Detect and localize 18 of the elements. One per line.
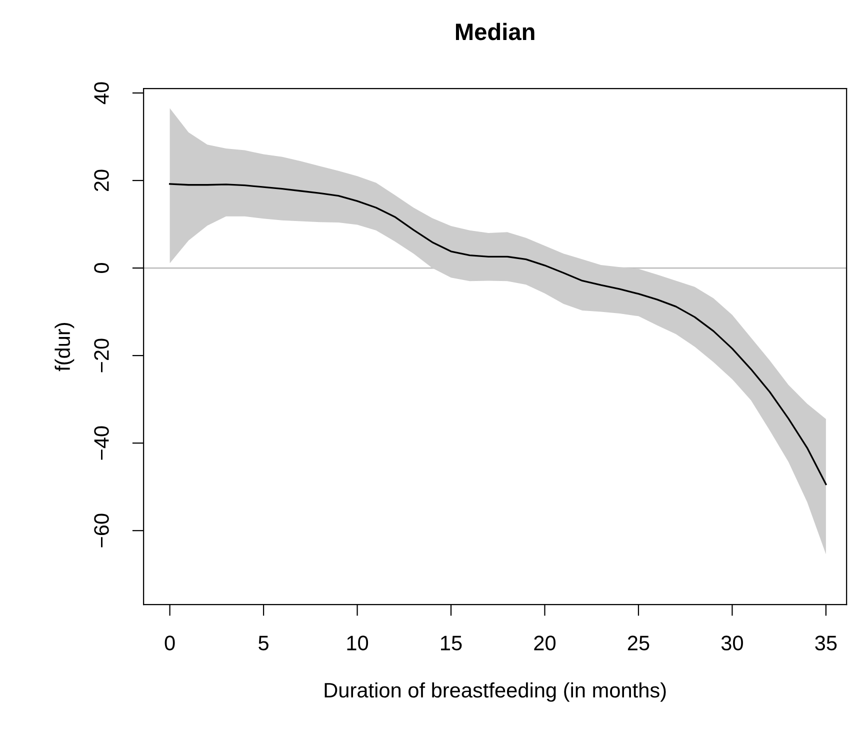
y-tick-label: 40 xyxy=(94,82,109,104)
x-tick-label: 15 xyxy=(441,636,462,650)
y-tick-label: −40 xyxy=(94,426,109,460)
y-tick-label: 20 xyxy=(94,170,109,192)
x-tick-label: 30 xyxy=(721,636,743,650)
x-tick-label: 35 xyxy=(815,636,837,650)
y-axis-title: f(dur) xyxy=(54,322,74,372)
x-tick-label: 5 xyxy=(258,636,268,650)
y-tick-label: 0 xyxy=(94,263,109,274)
x-tick-label: 10 xyxy=(347,636,368,650)
x-tick-label: 20 xyxy=(534,636,556,650)
chart-title: Median xyxy=(456,22,534,40)
x-tick-label: 0 xyxy=(164,636,175,650)
x-axis-title: Duration of breastfeeding (in months) xyxy=(324,682,666,702)
x-tick-label: 25 xyxy=(628,636,650,650)
y-tick-label: −60 xyxy=(94,514,109,548)
line-series xyxy=(168,183,827,486)
y-tick-label: −20 xyxy=(94,338,109,372)
